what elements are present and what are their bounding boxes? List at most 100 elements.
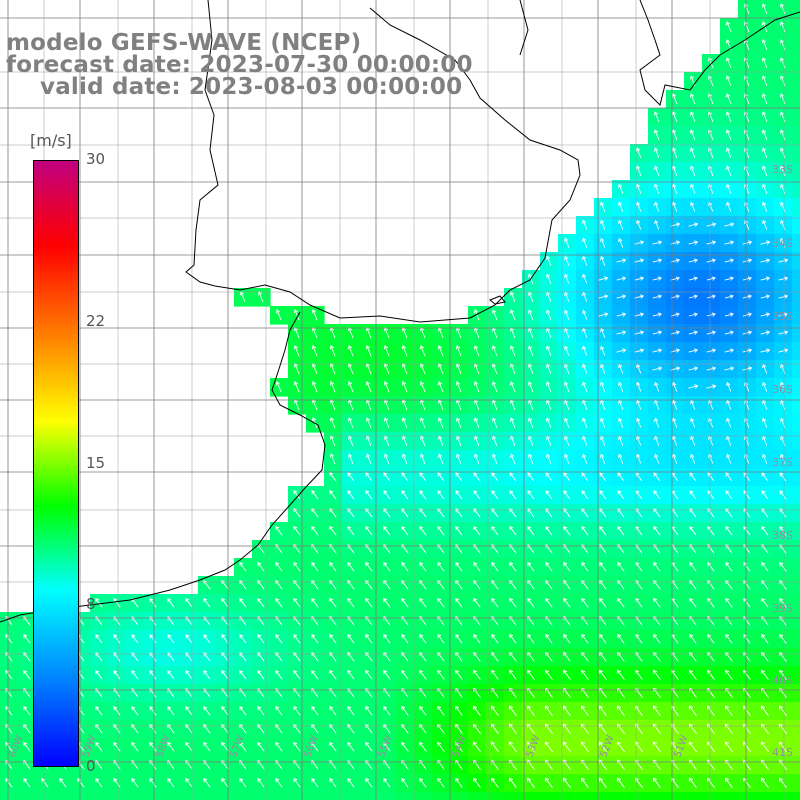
wind-arrow: [347, 526, 355, 536]
wind-arrow: [23, 777, 31, 788]
wind-speed-cell: [792, 162, 800, 181]
wind-arrow: [600, 345, 606, 356]
wind-arrow: [761, 472, 769, 482]
wind-arrow: [348, 453, 354, 464]
wind-arrow: [635, 147, 642, 159]
wind-speed-cell: [270, 792, 289, 800]
wind-arrow: [779, 472, 787, 482]
wind-speed-cell: [90, 792, 109, 800]
wind-arrow: [762, 453, 768, 464]
wind-arrow: [653, 669, 661, 680]
wind-arrow: [761, 3, 768, 15]
wind-speed-cell: [792, 306, 800, 325]
wind-arrow: [708, 165, 714, 176]
wind-arrow: [419, 741, 427, 752]
wind-speed-cell: [792, 432, 800, 451]
wind-arrow: [221, 777, 229, 788]
wind-arrow: [671, 147, 678, 159]
wind-arrow: [581, 561, 589, 572]
wind-arrow: [455, 381, 462, 393]
wind-arrow: [419, 381, 426, 393]
wind-arrow: [635, 705, 643, 717]
wind-arrow: [598, 723, 607, 735]
wind-arrow: [761, 490, 769, 500]
wind-arrow: [761, 39, 768, 51]
wind-arrow: [725, 21, 732, 33]
wind-arrow: [725, 561, 733, 572]
wind-arrow: [546, 309, 552, 320]
wind-arrow: [527, 561, 535, 572]
wind-arrow: [671, 129, 678, 141]
wind-arrow: [311, 777, 319, 788]
wind-speed-cell: [792, 270, 800, 289]
wind-arrow: [582, 219, 588, 230]
wind-arrow: [653, 490, 661, 500]
wind-arrow: [564, 255, 570, 266]
wind-arrow: [725, 777, 733, 789]
wind-speed-cell: [234, 792, 253, 800]
wind-speed-cell: [252, 792, 271, 800]
wind-speed-cell: [792, 522, 800, 541]
wind-arrow: [652, 294, 663, 299]
wind-arrow: [293, 634, 301, 644]
wind-arrow: [383, 490, 391, 500]
wind-arrow: [634, 741, 643, 753]
wind-arrow: [239, 706, 247, 716]
wind-arrow: [652, 741, 661, 753]
wind-arrow: [761, 597, 769, 608]
wind-arrow: [509, 633, 517, 644]
wind-arrow: [59, 777, 67, 788]
wind-arrow: [707, 147, 714, 159]
wind-arrow: [690, 183, 696, 194]
wind-arrow: [383, 381, 390, 393]
wind-speed-cell: [36, 792, 55, 800]
wind-arrow: [654, 453, 660, 464]
wind-arrow: [581, 705, 589, 717]
wind-arrow: [455, 741, 463, 752]
wind-arrow: [563, 472, 571, 482]
wind-arrow: [580, 723, 589, 735]
wind-arrow: [545, 597, 553, 608]
wind-arrow: [167, 741, 175, 752]
wind-arrow: [779, 490, 787, 500]
wind-arrow: [563, 597, 571, 608]
wind-arrow: [311, 309, 318, 321]
wind-arrow: [707, 129, 714, 141]
wind-arrow: [636, 453, 642, 464]
wind-arrow: [636, 435, 642, 446]
wind-arrow: [616, 330, 627, 335]
wind-arrow: [652, 330, 663, 335]
wind-arrow: [778, 330, 789, 335]
wind-arrow: [455, 597, 463, 608]
wind-speed-cell: [792, 594, 800, 613]
wind-arrow: [437, 490, 445, 500]
wind-arrow: [689, 129, 696, 141]
wind-arrow: [546, 273, 552, 284]
wind-arrow: [617, 561, 625, 572]
wind-arrow: [329, 417, 336, 429]
wind-arrow: [275, 741, 283, 752]
wind-arrow: [762, 381, 768, 392]
wind-arrow: [203, 670, 211, 680]
wind-arrow: [707, 472, 715, 482]
wind-arrow: [23, 741, 31, 752]
wind-arrow: [779, 3, 786, 15]
wind-speed-cell: [738, 792, 757, 800]
wind-arrow: [672, 381, 678, 392]
wind-arrow: [779, 165, 786, 176]
wind-arrow: [383, 561, 391, 572]
wind-arrow: [653, 777, 661, 789]
wind-arrow: [293, 670, 301, 680]
wind-arrow: [347, 561, 355, 572]
wind-arrow: [563, 526, 571, 536]
wind-arrow: [653, 129, 660, 141]
wind-arrow: [778, 258, 789, 263]
wind-arrow: [473, 472, 481, 482]
wind-arrow: [599, 705, 607, 717]
wind-arrow: [473, 381, 480, 393]
wind-speed-cell: [792, 252, 800, 271]
latitude-label: 33S: [772, 163, 793, 176]
wind-speed-cell: [306, 792, 325, 800]
wind-arrow: [383, 669, 391, 680]
wind-arrow: [580, 741, 589, 753]
